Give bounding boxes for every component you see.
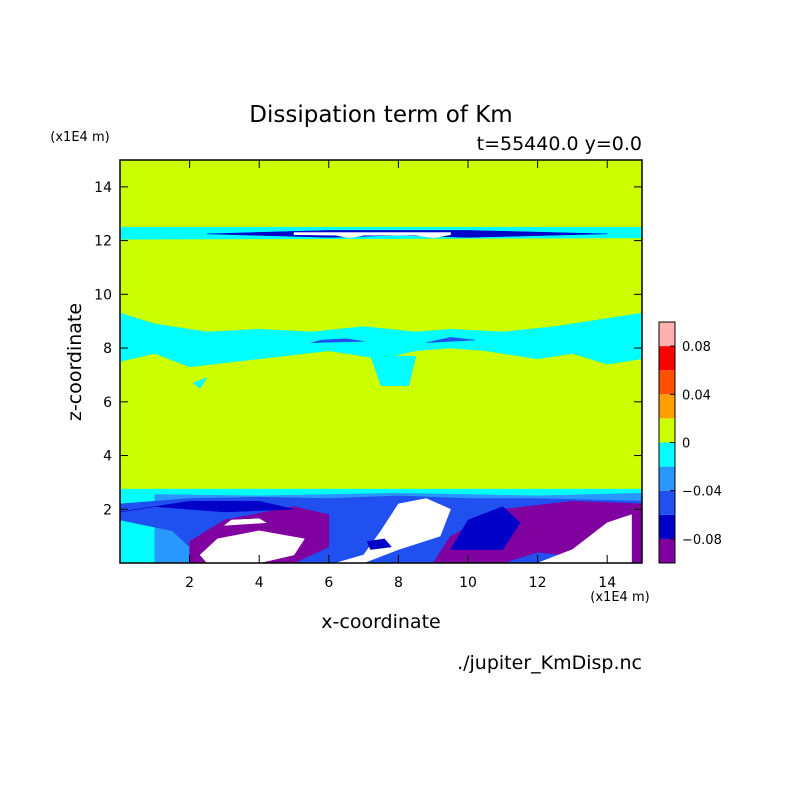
colorbar-tick-label: 0.08 — [682, 340, 711, 355]
colorbar-tick-label: 0 — [682, 437, 690, 452]
y-tick-label: 10 — [94, 287, 112, 303]
chart-title: Dissipation term of Km — [249, 102, 512, 128]
contour-region — [199, 530, 305, 564]
source-label: ./jupiter_KmDisp.nc — [457, 652, 642, 674]
x-tick-label: 8 — [394, 575, 403, 591]
y-tick-label: 8 — [103, 341, 112, 357]
contour-region — [192, 377, 208, 389]
y-tick-label: 6 — [103, 395, 112, 411]
x-tick-label: 14 — [598, 575, 616, 591]
chart-subtitle: t=55440.0 y=0.0 — [477, 133, 642, 155]
colorbar-band — [659, 466, 675, 491]
x-tick-label: 6 — [324, 575, 333, 591]
contour-region — [223, 518, 267, 526]
colorbar-band — [659, 514, 675, 539]
colorbar-tick-label: 0.04 — [682, 388, 711, 403]
y-tick-label: 2 — [103, 502, 112, 518]
y-axis-title: z-coordinate — [64, 303, 86, 421]
y-tick-label: 14 — [94, 180, 112, 196]
x-tick-label: 12 — [529, 575, 547, 591]
contour-region — [450, 506, 521, 550]
contour-region — [426, 337, 475, 343]
y-tick-label: 4 — [103, 449, 112, 465]
colorbar-band — [659, 322, 675, 347]
y-unit: (x1E4 m) — [50, 130, 109, 145]
contour-region — [311, 338, 364, 343]
colorbar-band — [659, 394, 675, 419]
x-tick-label: 10 — [459, 575, 477, 591]
contour-region — [370, 355, 417, 386]
colorbar-band — [659, 418, 675, 443]
contour-region — [366, 538, 392, 550]
colorbar-tick-label: −0.08 — [682, 533, 722, 548]
x-tick-label: 2 — [185, 575, 194, 591]
plot-frame — [119, 159, 643, 564]
colorbar-band — [659, 538, 675, 563]
colorbar-band — [659, 346, 675, 371]
x-axis-title: x-coordinate — [321, 611, 440, 633]
x-unit: (x1E4 m) — [590, 590, 649, 605]
y-tick-label: 12 — [94, 234, 112, 250]
x-tick-label: 4 — [255, 575, 264, 591]
colorbar-band — [659, 442, 675, 467]
colorbar-band — [659, 490, 675, 515]
colorbar-tick-label: −0.04 — [682, 485, 722, 500]
contour-region — [119, 500, 295, 513]
contour-region — [293, 232, 451, 239]
colorbar-band — [659, 370, 675, 395]
